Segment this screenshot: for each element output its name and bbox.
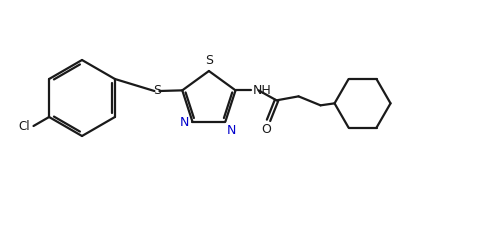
Text: NH: NH: [252, 84, 272, 97]
Text: Cl: Cl: [18, 119, 30, 133]
Text: O: O: [261, 123, 272, 136]
Text: S: S: [205, 54, 213, 67]
Text: S: S: [153, 85, 161, 97]
Text: N: N: [227, 124, 236, 137]
Text: N: N: [180, 116, 189, 129]
